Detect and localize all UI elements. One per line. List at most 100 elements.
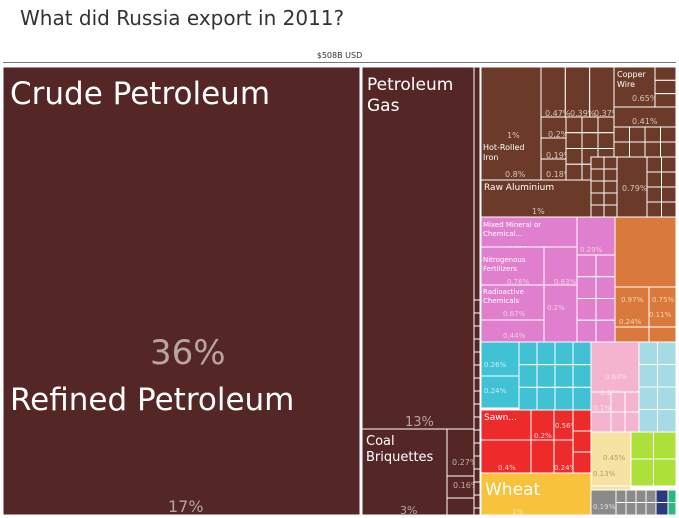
tile-metals[interactable] — [616, 156, 648, 218]
tile-light-blue-tile[interactable] — [657, 386, 677, 410]
tile-metals-tile[interactable] — [603, 168, 618, 182]
tile-gray-tile[interactable] — [625, 502, 637, 516]
tile-cyan-tile[interactable] — [572, 364, 592, 388]
tile-metals-tile[interactable] — [603, 192, 618, 206]
tile-oil-small[interactable] — [473, 403, 481, 418]
tile-light-blue-tile[interactable] — [657, 341, 677, 365]
tile-metals-tile[interactable] — [660, 126, 677, 143]
tile-pink-light[interactable] — [590, 411, 612, 433]
tile-oil-small[interactable] — [473, 325, 481, 340]
tile-light-blue-tile[interactable] — [638, 386, 658, 410]
tile-chemicals[interactable] — [543, 246, 578, 286]
tile-metals-tile[interactable] — [654, 66, 677, 81]
tile-oil-small[interactable] — [473, 468, 481, 483]
tile-metals-tile[interactable] — [603, 204, 618, 218]
tile-orange[interactable] — [614, 216, 677, 288]
tile-pink-light-tile[interactable] — [610, 411, 626, 433]
tile-cyan-tile[interactable] — [518, 341, 538, 366]
tile-metals-tile[interactable] — [597, 132, 615, 149]
tile-metals-tile[interactable] — [629, 126, 646, 143]
tile-red-tile[interactable] — [572, 430, 592, 453]
tile-oil-small[interactable] — [473, 338, 481, 353]
tile-chemicals-tile[interactable] — [576, 276, 597, 299]
tile-gray-tile[interactable] — [635, 502, 647, 516]
tile-nitrogenous-fertilizers[interactable] — [480, 246, 545, 286]
tile-oil-small[interactable] — [473, 377, 481, 392]
tile-gray-tile[interactable] — [625, 489, 637, 503]
tile-chemicals-tile[interactable] — [595, 319, 616, 343]
tile-pink-light-tile[interactable] — [624, 411, 640, 433]
tile-metals-tile[interactable] — [565, 116, 583, 134]
tile-coal-briquettes[interactable] — [361, 428, 448, 516]
tile-oil-small[interactable] — [473, 390, 481, 405]
tile-metals-tile[interactable] — [644, 126, 661, 143]
tile-cyan-tile[interactable] — [572, 341, 592, 366]
tile-lime-tile[interactable] — [630, 458, 654, 487]
tile-petroleum-gas[interactable] — [361, 66, 475, 430]
tile-oil-small[interactable] — [473, 416, 481, 431]
tile-light-blue-tile[interactable] — [638, 409, 658, 433]
tile-oil-small[interactable] — [473, 494, 481, 509]
tile-metals-tile[interactable] — [661, 156, 677, 173]
tile-metals-tile[interactable] — [565, 132, 583, 149]
tile-lime-tile[interactable] — [630, 431, 654, 460]
tile-chemicals-tile[interactable] — [576, 298, 597, 321]
tile-metals-tile[interactable] — [629, 141, 646, 158]
tile-oil-small[interactable] — [473, 312, 481, 327]
tile-metals-tile[interactable] — [590, 168, 605, 182]
tile-oil-small[interactable] — [473, 66, 481, 516]
tile-oil-small[interactable] — [473, 442, 481, 457]
tile-metals-tile[interactable] — [646, 186, 662, 203]
tile-oil-small[interactable] — [473, 351, 481, 366]
tile-metals-tile[interactable] — [654, 79, 677, 95]
tile-cyan-tile[interactable] — [518, 364, 538, 388]
tile-cyan-tile[interactable] — [554, 386, 574, 411]
tile-metals-tile[interactable] — [581, 132, 599, 149]
tile-orange[interactable] — [614, 326, 650, 343]
tile-metals-tile[interactable] — [661, 201, 677, 218]
tile-oil-small[interactable] — [473, 299, 481, 314]
tile-cyan-tile[interactable] — [536, 386, 556, 411]
tile-cyan-tile[interactable] — [536, 364, 556, 388]
tile-pink-light-tile[interactable] — [610, 391, 626, 413]
tile-oil-small[interactable] — [446, 497, 475, 516]
tile-chemicals-tile[interactable] — [595, 298, 616, 321]
tile-metals-tile[interactable] — [581, 116, 599, 134]
tile-hot-rolled-iron[interactable] — [480, 66, 542, 181]
tile-metals-tile[interactable] — [654, 93, 677, 108]
tile-crude-petroleum[interactable] — [2, 66, 361, 516]
tile-metals-tile[interactable] — [646, 171, 662, 188]
tile-metals-tile[interactable] — [565, 148, 583, 165]
tile-gray-tile[interactable] — [645, 489, 657, 503]
tile-metals-tile[interactable] — [644, 141, 661, 158]
tile-oil-small[interactable] — [446, 428, 475, 477]
tile-navy-tile[interactable] — [655, 502, 669, 516]
tile-metals-tile[interactable] — [613, 126, 630, 143]
tile-light-blue-tile[interactable] — [657, 409, 677, 433]
tile-wheat[interactable] — [480, 472, 592, 516]
tile-metals-tile[interactable] — [613, 141, 630, 158]
tile-red[interactable] — [530, 439, 555, 474]
tile-orange[interactable] — [648, 326, 677, 343]
tile-metals-tile[interactable] — [565, 163, 583, 181]
tile-metals-tile[interactable] — [597, 116, 615, 134]
tile-lime-tile[interactable] — [653, 431, 677, 460]
tile-light-blue-tile[interactable] — [638, 341, 658, 365]
tile-red-tile[interactable] — [572, 451, 592, 474]
tile-chemicals-tile[interactable] — [595, 254, 616, 278]
tile-red-tile[interactable] — [572, 409, 592, 432]
tile-chemicals-tile[interactable] — [595, 276, 616, 299]
tile-cyan-tile[interactable] — [536, 341, 556, 366]
tile-metals-tile[interactable] — [590, 192, 605, 206]
tile-cyan-tile[interactable] — [518, 386, 538, 411]
tile-lime-tile[interactable] — [653, 458, 677, 487]
tile-metals-tile[interactable] — [646, 156, 662, 173]
tile-metals-tile[interactable] — [661, 186, 677, 203]
tile-metals-tile[interactable] — [590, 204, 605, 218]
tile-oil-small[interactable] — [473, 455, 481, 470]
tile-chemicals[interactable] — [576, 216, 616, 256]
tile-green-tile[interactable] — [667, 489, 677, 503]
tile-pink-light-tile[interactable] — [624, 391, 640, 413]
tile-red[interactable] — [480, 439, 532, 474]
tile-green-tile[interactable] — [667, 502, 677, 516]
